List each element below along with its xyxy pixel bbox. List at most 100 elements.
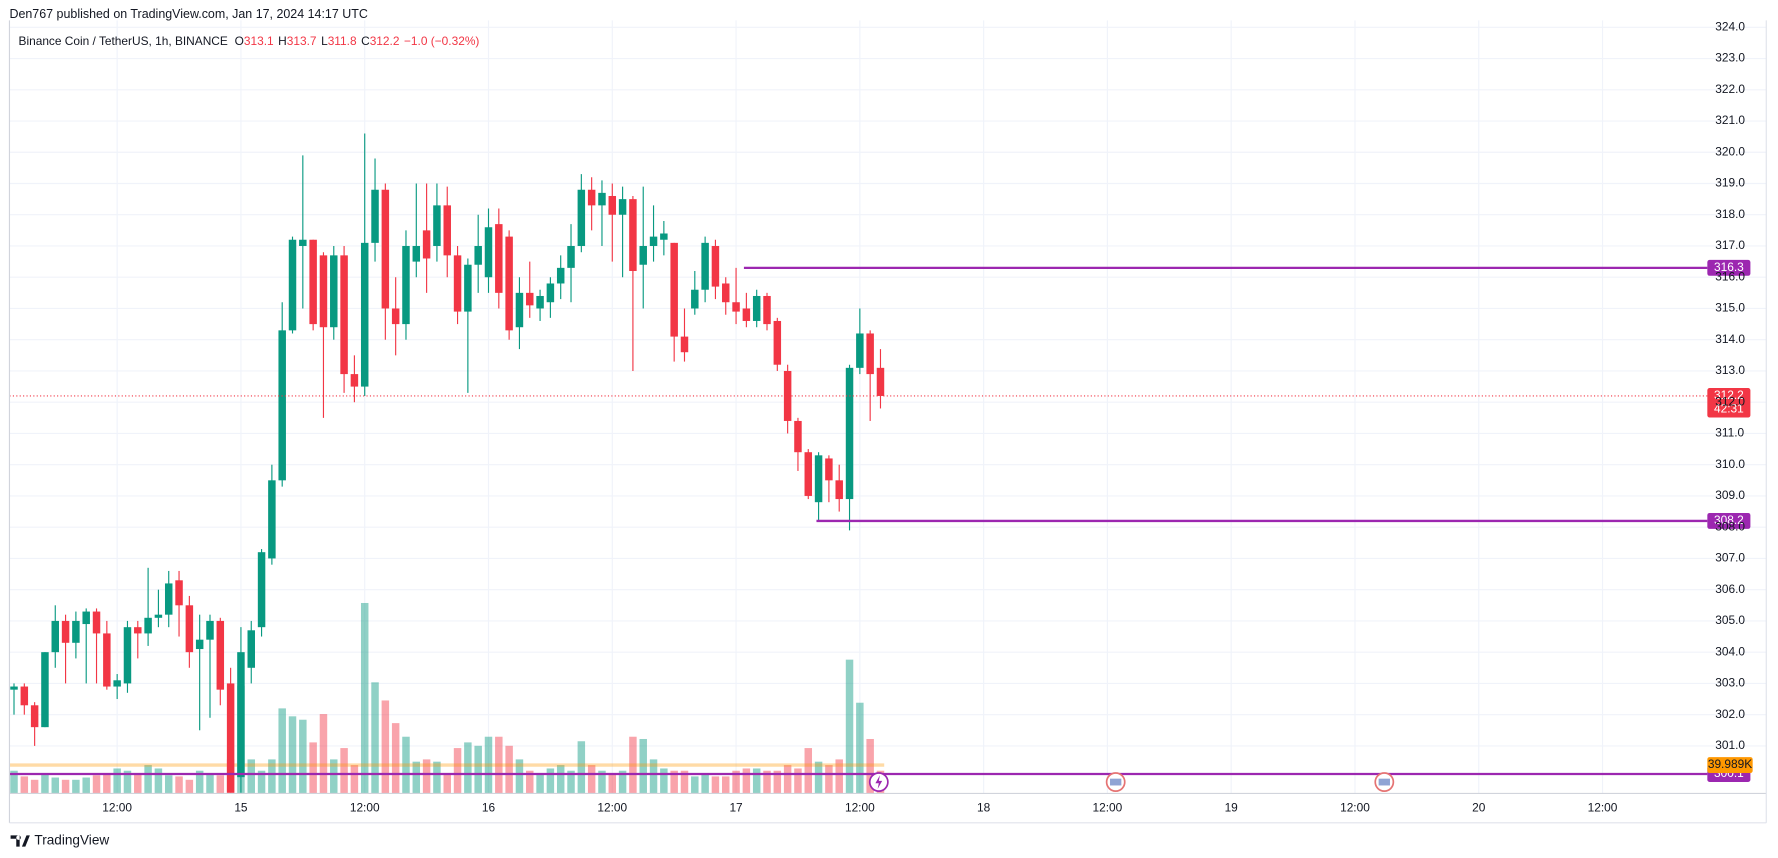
volume-bar [752,768,761,794]
candle-body [773,320,782,365]
legend-ohlc-key: O [235,34,244,48]
candle-body [505,236,513,331]
volume-bar [61,779,70,794]
candle-body [711,245,720,287]
volume-bar [10,770,18,794]
y-tick-label: 320.0 [1715,144,1745,158]
x-tick-label: 12:00 [845,800,875,814]
legend-ohlc-key: H [278,34,287,48]
candle-body [51,620,60,653]
legend-ohlc-value: 311.8 [328,34,357,48]
candle-body [680,336,689,353]
y-tick-label: 315.0 [1715,301,1745,315]
volume-pane [9,602,885,794]
volume-bar [144,765,152,794]
candle-body [825,458,833,481]
y-tick-label: 302.0 [1715,707,1745,721]
candle-body [783,370,792,421]
volume-bar [464,742,472,794]
candle-body [845,367,854,500]
volume-bar [433,761,441,794]
candle-body [185,605,194,653]
volume-bar [288,716,297,794]
x-tick-label: 15 [234,800,248,814]
candle-body [722,283,730,303]
logo-mark [10,835,30,847]
y-tick-label: 321.0 [1715,113,1745,127]
candle-body [226,683,235,793]
candle-body [433,205,441,246]
volume-bar [257,770,266,794]
level-price-box [1707,513,1751,529]
event-glyph [875,775,883,789]
volume-bar [309,742,317,794]
candle-body [134,627,142,634]
candle-body [30,705,39,728]
volume-bar [629,736,637,794]
candle-body [670,242,678,337]
last-price-box [1707,388,1751,418]
y-tick-label: 307.0 [1715,551,1745,565]
volume-bar [680,770,689,794]
candle-body [814,455,823,503]
candle-body [268,480,276,559]
candle-body [164,583,173,615]
volume-bar [195,770,204,794]
candle-body [794,420,802,453]
volume-bar [526,770,534,794]
candle-body [577,189,586,246]
volume-bar [103,772,111,794]
candle-body [20,686,29,706]
volume-bar [185,779,194,794]
volume-bar [134,772,142,794]
candle-body [113,680,121,687]
candle-body [876,367,885,396]
volume-bar [536,772,544,794]
candle-body [567,245,575,268]
x-tick-label: 19 [1225,800,1239,814]
volume-bar [608,772,617,794]
level-price-box [1707,259,1751,276]
volume-bar [402,736,410,794]
y-tick-label: 322.0 [1715,82,1745,96]
candle-body [391,308,400,325]
candle-body [484,227,493,278]
volume-bar [660,768,668,794]
candle-body [350,374,359,387]
y-tick-label: 312.0 [1715,394,1745,408]
candle-body [10,686,18,690]
candle-body [804,452,813,496]
y-tick-label: 309.0 [1715,488,1745,502]
volume-bar [783,765,792,794]
candle-body [402,245,410,325]
candle-body [660,233,668,240]
volume-bar [711,776,720,794]
volume-bar [794,768,802,794]
candle-body [278,330,286,481]
volume-bar [340,748,348,794]
volume-bar [20,776,29,794]
volume-bar [123,770,132,794]
volume-bar [763,770,771,794]
volume-bar [51,777,60,794]
volume-bar [247,759,255,794]
volume-bar [453,748,462,794]
candle-body [742,308,751,321]
y-tick-label: 314.0 [1715,332,1745,346]
volume-bar [505,745,513,794]
volume-bar [175,776,183,794]
candle-body [237,652,245,778]
volume-bar [618,770,627,794]
x-tick-label: 12:00 [1340,800,1370,814]
candle-body [175,580,183,606]
candle-body [72,620,80,643]
x-tick-label: 17 [729,800,743,814]
candle-body [866,333,874,375]
volume-bar [330,759,338,794]
candle-body [195,639,204,650]
candle-body [629,199,637,271]
volume-bar [474,745,482,794]
